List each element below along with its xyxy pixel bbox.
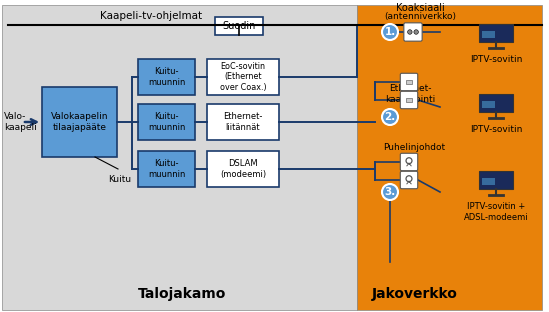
Text: Jakoverkko: Jakoverkko: [372, 287, 458, 301]
Circle shape: [382, 109, 398, 125]
Text: Puhelinjohdot: Puhelinjohdot: [383, 143, 445, 152]
Circle shape: [407, 30, 412, 34]
Text: 2.: 2.: [384, 112, 396, 122]
FancyBboxPatch shape: [406, 80, 412, 84]
FancyBboxPatch shape: [207, 104, 279, 140]
Text: Ethernet-
liitännät: Ethernet- liitännät: [223, 112, 262, 132]
FancyBboxPatch shape: [404, 23, 422, 41]
FancyBboxPatch shape: [400, 73, 418, 91]
Text: Valo-
kaapeli: Valo- kaapeli: [4, 112, 37, 132]
FancyBboxPatch shape: [481, 101, 495, 108]
Text: (antenniverkko): (antenniverkko): [384, 12, 456, 21]
Text: IPTV-sovitin +
ADSL-modeemi: IPTV-sovitin + ADSL-modeemi: [464, 202, 528, 222]
Text: Kaapeli-tv-ohjelmat: Kaapeli-tv-ohjelmat: [100, 11, 202, 21]
Text: Koaksiaali: Koaksiaali: [396, 3, 444, 13]
Circle shape: [414, 30, 418, 34]
Text: IPTV-sovitin: IPTV-sovitin: [470, 125, 522, 134]
Text: Ethernet-
kaapelointi: Ethernet- kaapelointi: [385, 84, 435, 104]
FancyBboxPatch shape: [138, 104, 195, 140]
Text: DSLAM
(modeemi): DSLAM (modeemi): [220, 159, 266, 179]
FancyBboxPatch shape: [2, 5, 357, 310]
Text: Suodin: Suodin: [222, 21, 256, 31]
FancyBboxPatch shape: [138, 59, 195, 95]
FancyBboxPatch shape: [479, 171, 513, 189]
Text: Kuitu-
muunnin: Kuitu- muunnin: [148, 112, 185, 132]
FancyBboxPatch shape: [215, 17, 263, 35]
Text: IPTV-sovitin: IPTV-sovitin: [470, 56, 522, 65]
FancyBboxPatch shape: [400, 91, 418, 109]
FancyBboxPatch shape: [481, 31, 495, 38]
FancyBboxPatch shape: [357, 5, 542, 310]
Text: 3.: 3.: [384, 187, 396, 197]
Text: EoC-sovitin
(Ethernet
over Coax.): EoC-sovitin (Ethernet over Coax.): [220, 62, 266, 92]
FancyBboxPatch shape: [207, 151, 279, 187]
Text: Talojakamo: Talojakamo: [138, 287, 226, 301]
Circle shape: [382, 24, 398, 40]
FancyBboxPatch shape: [138, 151, 195, 187]
Text: Kuitu-
muunnin: Kuitu- muunnin: [148, 67, 185, 87]
FancyBboxPatch shape: [406, 98, 412, 102]
FancyBboxPatch shape: [207, 59, 279, 95]
Circle shape: [382, 184, 398, 200]
Text: Kuitu: Kuitu: [108, 174, 131, 183]
FancyBboxPatch shape: [479, 24, 513, 42]
Text: 1.: 1.: [384, 27, 396, 37]
FancyBboxPatch shape: [400, 171, 418, 189]
Text: Kuitu-
muunnin: Kuitu- muunnin: [148, 159, 185, 179]
FancyBboxPatch shape: [400, 153, 418, 171]
FancyBboxPatch shape: [481, 178, 495, 185]
FancyBboxPatch shape: [479, 94, 513, 112]
Text: Valokaapelin
tilaajapääte: Valokaapelin tilaajapääte: [51, 112, 108, 132]
FancyBboxPatch shape: [42, 87, 117, 157]
